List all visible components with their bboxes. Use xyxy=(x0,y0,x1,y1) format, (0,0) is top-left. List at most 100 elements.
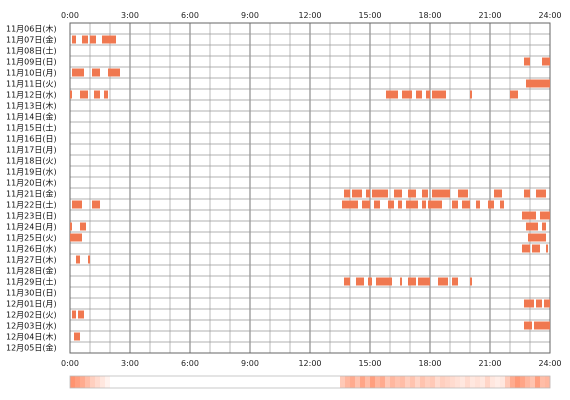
summary-cell xyxy=(190,376,196,388)
activity-bar xyxy=(92,68,100,77)
activity-bar xyxy=(522,211,536,220)
summary-cell xyxy=(390,376,396,388)
summary-cell xyxy=(370,376,376,388)
summary-cell xyxy=(510,376,516,388)
summary-cell xyxy=(440,376,446,388)
summary-cell xyxy=(90,376,96,388)
summary-cell xyxy=(275,376,281,388)
activity-bar xyxy=(398,200,402,209)
summary-cell xyxy=(320,376,326,388)
summary-cell xyxy=(480,376,486,388)
row-label: 12月05日(金) xyxy=(6,343,57,353)
activity-bar xyxy=(526,222,538,231)
activity-bar xyxy=(88,255,90,264)
activity-bar xyxy=(432,189,450,198)
activity-bar xyxy=(510,90,518,99)
summary-cell xyxy=(240,376,246,388)
x-tick-label-bottom: 24:00 xyxy=(538,359,561,368)
summary-cell xyxy=(450,376,456,388)
activity-bar xyxy=(500,200,504,209)
summary-cell xyxy=(520,376,526,388)
summary-cell xyxy=(250,376,256,388)
activity-bar xyxy=(408,277,416,286)
activity-bar xyxy=(458,189,468,198)
summary-cell xyxy=(210,376,216,388)
row-label: 11月30日(日) xyxy=(6,289,57,298)
summary-cell xyxy=(350,376,356,388)
row-label: 11月08日(土) xyxy=(6,46,57,56)
summary-cell xyxy=(325,376,331,388)
summary-cell xyxy=(495,376,501,388)
activity-bar xyxy=(80,90,88,99)
summary-cell xyxy=(70,376,76,388)
row-label: 11月06日(木) xyxy=(6,24,57,34)
summary-cell xyxy=(175,376,181,388)
activity-bar xyxy=(524,321,532,330)
summary-cell xyxy=(305,376,311,388)
activity-bar xyxy=(476,200,480,209)
summary-cell xyxy=(285,376,291,388)
activity-bar xyxy=(428,200,442,209)
row-label: 12月01日(月) xyxy=(6,300,57,309)
summary-cell xyxy=(340,376,346,388)
x-tick-label-bottom: 9:00 xyxy=(241,359,259,368)
activity-bar xyxy=(528,233,546,242)
summary-cell xyxy=(120,376,126,388)
row-label: 11月11日(火) xyxy=(6,80,57,89)
x-tick-label-top: 18:00 xyxy=(418,11,441,20)
summary-cell xyxy=(85,376,91,388)
activity-bar xyxy=(540,211,550,220)
summary-cell xyxy=(485,376,491,388)
summary-cell xyxy=(465,376,471,388)
summary-cell xyxy=(500,376,506,388)
summary-cell xyxy=(365,376,371,388)
summary-cell xyxy=(395,376,401,388)
activity-bar xyxy=(368,277,372,286)
row-label: 11月24日(月) xyxy=(6,223,57,232)
row-label: 11月20日(木) xyxy=(6,178,57,188)
activity-bar xyxy=(488,200,494,209)
summary-cell xyxy=(385,376,391,388)
summary-border xyxy=(69,375,551,389)
summary-cell xyxy=(160,376,166,388)
summary-cell xyxy=(535,376,541,388)
summary-cell xyxy=(145,376,151,388)
activity-bar xyxy=(416,90,422,99)
row-label: 11月13日(木) xyxy=(6,101,57,111)
summary-cell xyxy=(140,376,146,388)
activity-bar xyxy=(470,277,472,286)
row-label: 11月29日(土) xyxy=(6,277,57,287)
summary-cell xyxy=(75,376,81,388)
summary-cell xyxy=(110,376,116,388)
summary-cell xyxy=(220,376,226,388)
summary-cell xyxy=(460,376,466,388)
activity-bar xyxy=(78,310,84,319)
activity-bars xyxy=(70,35,550,341)
row-label: 11月16日(日) xyxy=(6,135,57,144)
row-label: 11月19日(水) xyxy=(6,167,57,177)
activity-bar xyxy=(452,277,458,286)
summary-cell xyxy=(130,376,136,388)
activity-bar xyxy=(108,68,120,77)
summary-cell xyxy=(115,376,121,388)
row-label: 11月22日(土) xyxy=(6,200,57,210)
summary-cell xyxy=(125,376,131,388)
chart-grid xyxy=(69,22,551,354)
activity-bar xyxy=(104,90,108,99)
summary-cell xyxy=(430,376,436,388)
summary-cell xyxy=(470,376,476,388)
activity-bar xyxy=(344,189,350,198)
activity-bar xyxy=(432,90,446,99)
summary-cell xyxy=(280,376,286,388)
x-tick-label-bottom: 6:00 xyxy=(181,359,199,368)
x-tick-label-bottom: 21:00 xyxy=(478,359,501,368)
row-label: 11月21日(金) xyxy=(6,189,57,199)
summary-cell xyxy=(330,376,336,388)
x-tick-label-top: 6:00 xyxy=(181,11,199,20)
row-label: 12月04日(木) xyxy=(6,332,57,342)
activity-bar xyxy=(524,299,534,308)
activity-bar xyxy=(70,233,82,242)
activity-bar xyxy=(452,200,458,209)
activity-bar xyxy=(470,90,472,99)
summary-cell xyxy=(155,376,161,388)
